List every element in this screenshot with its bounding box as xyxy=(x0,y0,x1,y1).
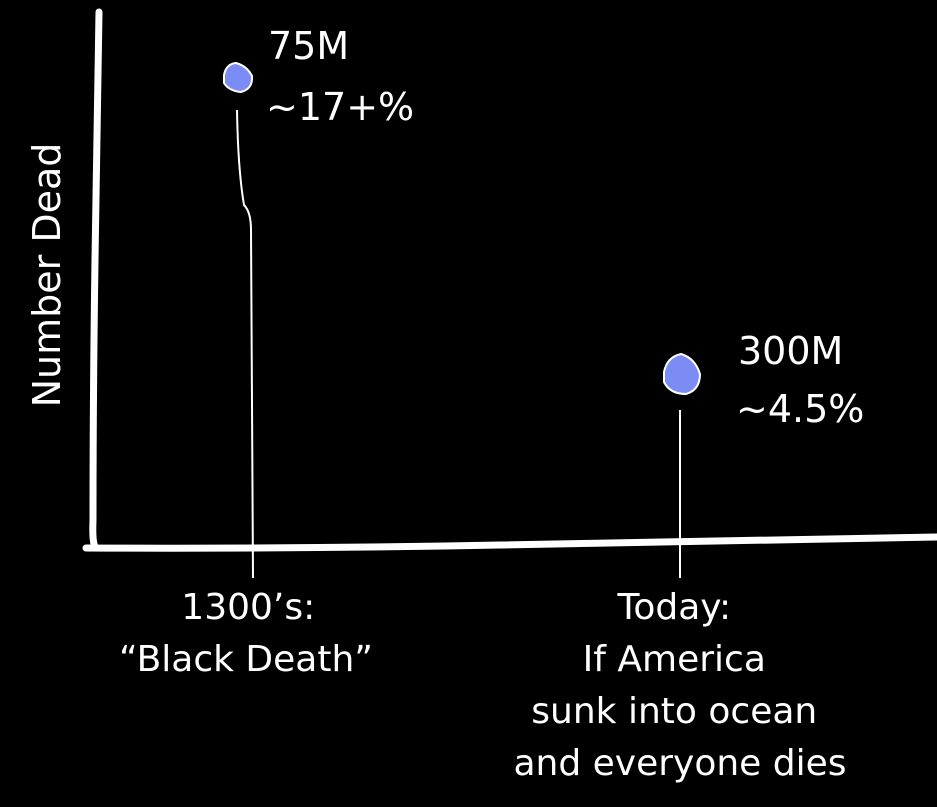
leader-line-black-death xyxy=(236,109,254,579)
category-line: and everyone dies xyxy=(513,743,846,784)
x-axis xyxy=(82,533,937,552)
point-marker-today xyxy=(663,352,702,396)
category-line: 1300’s: xyxy=(181,587,315,628)
data-point-today: 300M ~4.5% Today: If America sunk into o… xyxy=(513,329,864,784)
category-line: Today: xyxy=(616,587,731,628)
data-point-black-death: 75M ~17+% 1300’s: “Black Death” xyxy=(119,24,414,680)
y-axis-label: Number Dead xyxy=(25,143,69,408)
percent-label-black-death: ~17+% xyxy=(266,85,414,129)
category-line: “Black Death” xyxy=(119,639,373,680)
category-line: If America xyxy=(583,639,766,680)
percent-label-today: ~4.5% xyxy=(736,387,864,431)
value-label-black-death: 75M xyxy=(268,24,349,68)
value-label-today: 300M xyxy=(738,329,843,373)
y-axis xyxy=(89,8,103,552)
category-line: sunk into ocean xyxy=(531,691,817,732)
category-label-today: Today: If America sunk into ocean and ev… xyxy=(513,587,846,784)
point-marker-black-death xyxy=(223,61,254,94)
category-label-black-death: 1300’s: “Black Death” xyxy=(119,587,373,680)
